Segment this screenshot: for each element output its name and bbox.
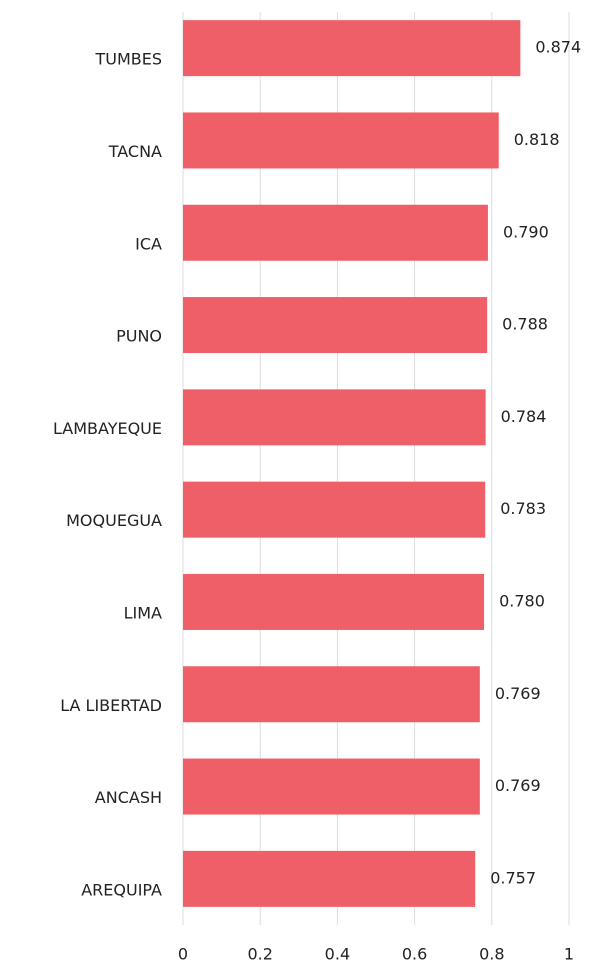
bar (183, 112, 499, 169)
y-tick-label: TUMBES (94, 50, 162, 69)
y-tick-label: LAMBAYEQUE (53, 419, 162, 438)
value-label: 0.788 (502, 315, 548, 334)
value-label: 0.769 (495, 776, 541, 795)
x-tick-label: 0.8 (479, 945, 504, 964)
bar (183, 389, 486, 446)
value-label: 0.783 (500, 499, 546, 518)
bar (183, 297, 488, 354)
y-tick-label: LIMA (124, 603, 162, 622)
x-tick-label: 0.4 (325, 945, 350, 964)
value-label: 0.818 (514, 130, 560, 149)
value-label: 0.780 (499, 591, 545, 610)
bar (183, 850, 476, 907)
y-tick-label: ANCASH (95, 788, 162, 807)
value-label: 0.790 (503, 222, 549, 241)
value-label: 0.784 (501, 407, 547, 426)
bar (183, 481, 486, 538)
bar (183, 758, 480, 815)
y-tick-label: MOQUEGUA (66, 511, 162, 530)
value-label: 0.757 (490, 868, 536, 887)
y-tick-label: PUNO (116, 327, 162, 346)
y-tick-label: AREQUIPA (81, 880, 162, 899)
y-tick-label: ICA (135, 234, 162, 253)
x-tick-label: 0 (178, 945, 188, 964)
bar (183, 666, 480, 723)
value-label: 0.769 (495, 684, 541, 703)
x-tick-label: 1 (564, 945, 574, 964)
value-label: 0.874 (535, 38, 581, 57)
bar (183, 204, 488, 261)
bar (183, 20, 521, 77)
x-tick-label: 0.6 (402, 945, 427, 964)
x-tick-label: 0.2 (247, 945, 272, 964)
y-tick-label: LA LIBERTAD (60, 696, 162, 715)
bar (183, 573, 485, 630)
y-tick-label: TACNA (108, 142, 162, 161)
